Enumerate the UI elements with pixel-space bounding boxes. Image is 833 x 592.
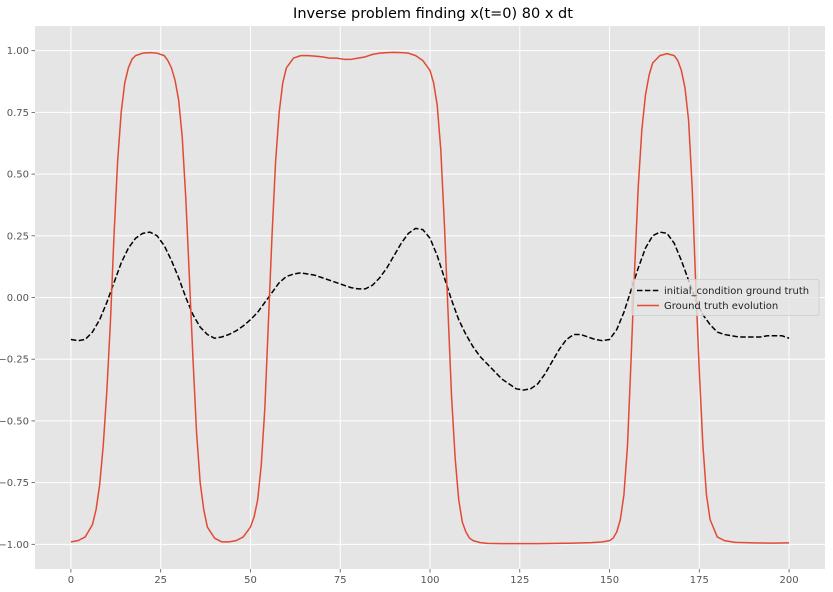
- x-tick-label: 175: [690, 575, 709, 586]
- x-tick-label: 100: [420, 575, 439, 586]
- legend: initial_condition ground truth Ground tr…: [631, 279, 820, 316]
- grid: [35, 26, 825, 569]
- x-tick-label: 125: [510, 575, 529, 586]
- y-tick-label: 0.75: [7, 108, 29, 119]
- x-tick-label: 75: [334, 575, 347, 586]
- x-tick-label: 200: [780, 575, 799, 586]
- y-tick-label: 0.50: [7, 170, 29, 181]
- series-line-ground-truth-evolution: [70, 51, 790, 545]
- legend-box: [631, 279, 820, 316]
- y-tick-label: 0.25: [7, 231, 29, 242]
- legend-label-initial-condition: initial_condition ground truth: [664, 286, 809, 297]
- y-tick-label: 1.00: [7, 46, 29, 57]
- series-lines: [70, 51, 790, 545]
- y-tick-label: −0.25: [0, 355, 29, 366]
- axis-ticks: 0 25 50 75 100 125 150 175 200 −1.00 −0.75 −0.50 −0.…: [0, 46, 799, 586]
- y-tick-label: −1.00: [0, 540, 29, 551]
- x-tick-label: 0: [68, 575, 74, 586]
- x-tick-label: 50: [244, 575, 257, 586]
- y-tick-label: −0.50: [0, 416, 29, 427]
- x-tick-label: 150: [600, 575, 619, 586]
- chart-title: Inverse problem finding x(t=0) 80 x dt: [293, 6, 573, 22]
- y-tick-label: −0.75: [0, 478, 29, 489]
- x-tick-label: 25: [154, 575, 167, 586]
- legend-label-ground-truth-evolution: Ground truth evolution: [664, 301, 778, 312]
- y-tick-label: 0.00: [7, 293, 29, 304]
